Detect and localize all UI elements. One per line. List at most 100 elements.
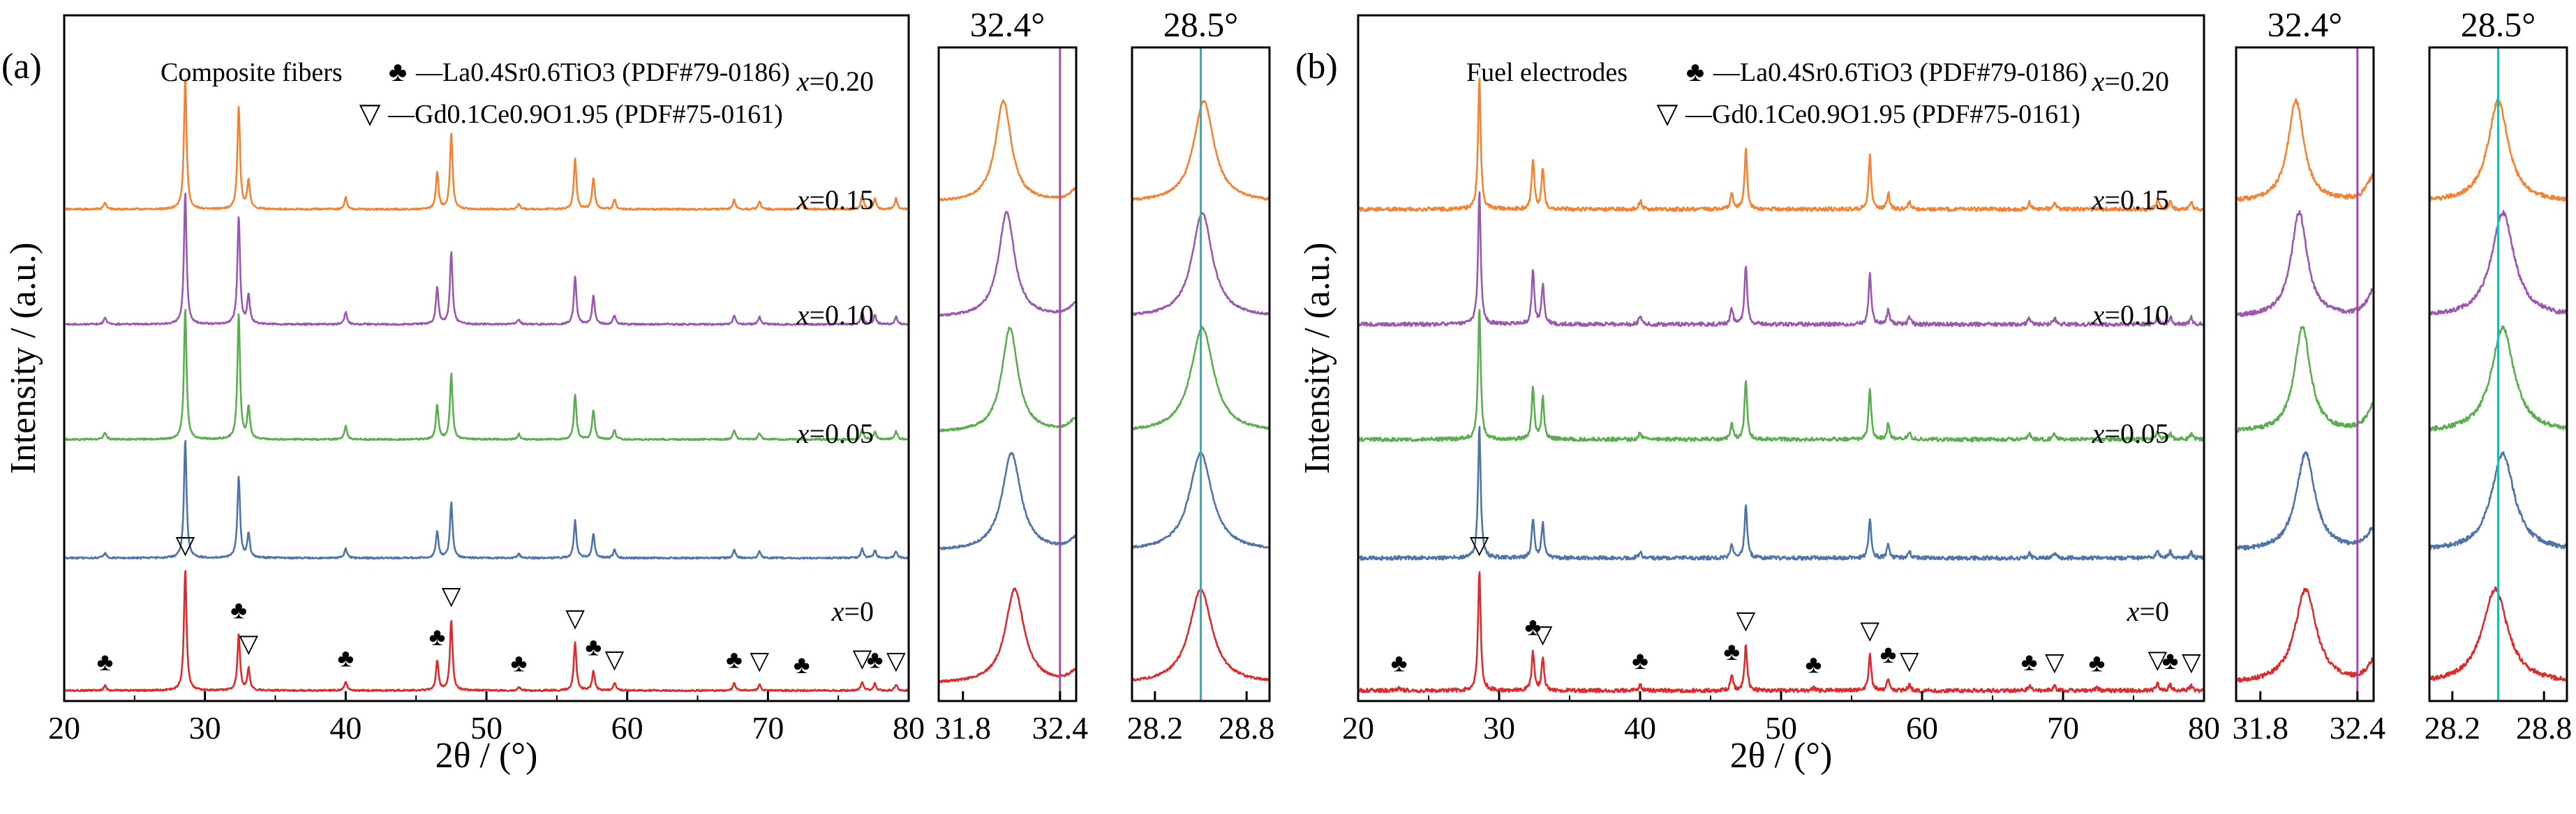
x-tick-label: 80 — [2188, 710, 2220, 746]
x-tick-label: 30 — [1483, 710, 1515, 746]
triangle-marker-icon: ▽ — [2182, 648, 2201, 676]
panel-4-series — [2235, 98, 2375, 683]
panel-3-phase-markers: ♣♣♣ ♣ ♣ ♣ ♣ ♣ ♣▽▽ ▽ ▽▽ ▽ ▽ ▽ — [1391, 531, 2201, 678]
triangle-marker-icon: ▽ — [1900, 647, 1919, 674]
sample-label: x=0.15 — [796, 184, 874, 216]
zoom-panel-title: 28.5° — [1163, 5, 1239, 44]
triangle-marker-icon: ▽ — [886, 647, 906, 674]
triangle-marker-icon: ▽ — [605, 645, 625, 673]
club-legend-icon: ♣ — [1686, 56, 1704, 87]
panel-0-series — [63, 78, 910, 693]
triangle-legend-icon: ▽ — [1657, 98, 1678, 129]
sample-label: x=0.05 — [796, 418, 874, 449]
club-marker-icon: ♣ — [429, 623, 446, 651]
club-legend-icon: ♣ — [389, 56, 407, 87]
x-tick-label: 50 — [1765, 710, 1797, 746]
marker-layer: ♣♣♣♣♣♣ ♣ ♣ ♣▽▽▽▽▽ ▽ ▽ ▽ ♣♣♣ ♣ ♣ ♣ ♣ ♣ ♣▽▽ ▽ ▽▽ ▽ ▽ ▽ — [97, 47, 2499, 701]
text-layer: x=0.20 x=0.15 x=0.10 x=0.05 x=0 20 30 40 50 60 70 8… — [1, 5, 2572, 776]
legend-entry-label: —La0.4Sr0.6TiO3 (PDF#79-0186) — [1713, 58, 2087, 87]
series-line-x020 — [937, 99, 1077, 202]
zoom-panel-title: 32.4° — [2268, 5, 2343, 44]
legend-title: Composite fibers — [161, 58, 343, 87]
y-axis-label: Intensity / (a.u.) — [3, 242, 43, 474]
panel-3-series — [1357, 77, 2205, 693]
legend-entry-label: —La0.4Sr0.6TiO3 (PDF#79-0186) — [415, 58, 790, 87]
x-axis-label: 2θ / (°) — [1730, 736, 1833, 776]
series-line-x010 — [1357, 308, 2205, 442]
series-line-x005 — [64, 439, 909, 560]
sample-label: x=0.10 — [2092, 299, 2169, 331]
club-marker-icon: ♣ — [1525, 613, 1542, 641]
x-axis-label: 2θ / (°) — [435, 736, 538, 776]
triangle-marker-icon: ▽ — [750, 647, 769, 674]
series-line-x005 — [1357, 425, 2205, 561]
panel-label: (a) — [1, 47, 42, 86]
club-marker-icon: ♣ — [2162, 647, 2179, 674]
x-tick-label: 40 — [329, 710, 362, 746]
x-tick-label: 80 — [893, 710, 925, 746]
series-line-x0 — [2235, 587, 2375, 683]
legend-entry-label: —Gd0.1Ce0.9O1.95 (PDF#75-0161) — [387, 100, 783, 129]
x-tick-label: 20 — [48, 710, 80, 746]
x-tick-label: 70 — [752, 710, 784, 746]
club-marker-icon: ♣ — [1391, 649, 1408, 677]
series-line-x005 — [2235, 451, 2375, 551]
triangle-marker-icon: ▽ — [2045, 648, 2064, 676]
x-tick-label: 40 — [1624, 710, 1656, 746]
triangle-marker-icon: ▽ — [1860, 616, 1879, 644]
panel-0-phase-markers: ♣♣♣♣♣♣ ♣ ♣ ♣▽▽▽▽▽ ▽ ▽ ▽ — [97, 531, 906, 679]
x-tick-label: 30 — [189, 710, 221, 746]
club-marker-icon: ♣ — [726, 645, 743, 673]
panel-frame — [2235, 46, 2375, 702]
series-line-x0 — [938, 587, 1077, 684]
x-tick-label: 28.8 — [2516, 710, 2573, 746]
club-marker-icon: ♣ — [2021, 648, 2038, 676]
series-line-x015 — [937, 211, 1077, 317]
x-tick-label: 60 — [611, 710, 643, 746]
triangle-legend-icon: ▽ — [359, 98, 381, 129]
panel-label: (b) — [1295, 47, 1338, 86]
triangle-marker-icon: ▽ — [1736, 606, 1756, 634]
triangle-marker-icon: ▽ — [1533, 620, 1553, 648]
sample-label: x=0 — [2127, 596, 2169, 627]
sample-label: x=0 — [831, 596, 874, 627]
triangle-marker-icon: ▽ — [442, 582, 461, 610]
series-line-x015 — [1357, 191, 2205, 327]
series-line-x010 — [938, 326, 1077, 432]
series-line-x0 — [64, 570, 909, 693]
sample-label: x=0.20 — [2092, 66, 2169, 97]
club-marker-icon: ♣ — [97, 648, 114, 676]
legend-title: Fuel electrodes — [1466, 58, 1628, 87]
panel-frame — [937, 46, 1078, 702]
panel-1-series — [937, 99, 1077, 684]
club-marker-icon: ♣ — [1806, 650, 1822, 678]
sample-label: x=0.20 — [796, 66, 874, 97]
x-tick-label: 28.2 — [2425, 710, 2481, 746]
club-marker-icon: ♣ — [2089, 649, 2106, 677]
club-marker-icon: ♣ — [1880, 640, 1897, 668]
x-tick-label: 32.4 — [2330, 710, 2386, 746]
series-line-x015 — [64, 193, 910, 326]
series-line-x020 — [1357, 77, 2205, 212]
series-line-x020 — [2235, 98, 2375, 202]
series-line-x015 — [2235, 210, 2375, 317]
series-line-x005 — [937, 452, 1077, 551]
x-tick-label: 28.2 — [1127, 710, 1184, 746]
sample-label: x=0.10 — [796, 299, 874, 331]
x-tick-label: 50 — [470, 710, 502, 746]
club-marker-icon: ♣ — [511, 649, 528, 677]
club-marker-icon: ♣ — [1632, 647, 1648, 674]
triangle-marker-icon: ▽ — [176, 531, 195, 559]
triangle-marker-icon: ▽ — [565, 604, 585, 632]
series-line-x0 — [1357, 571, 2205, 693]
club-marker-icon: ♣ — [230, 596, 247, 624]
club-marker-icon: ♣ — [794, 651, 810, 679]
x-tick-label: 31.8 — [2233, 710, 2289, 746]
series-line-x010 — [2235, 326, 2375, 433]
frame-layer — [63, 14, 2568, 702]
club-marker-icon: ♣ — [585, 633, 602, 661]
series-line-x010 — [63, 308, 909, 442]
series-line-x020 — [64, 78, 910, 211]
y-axis-label: Intensity / (a.u.) — [1297, 242, 1337, 474]
